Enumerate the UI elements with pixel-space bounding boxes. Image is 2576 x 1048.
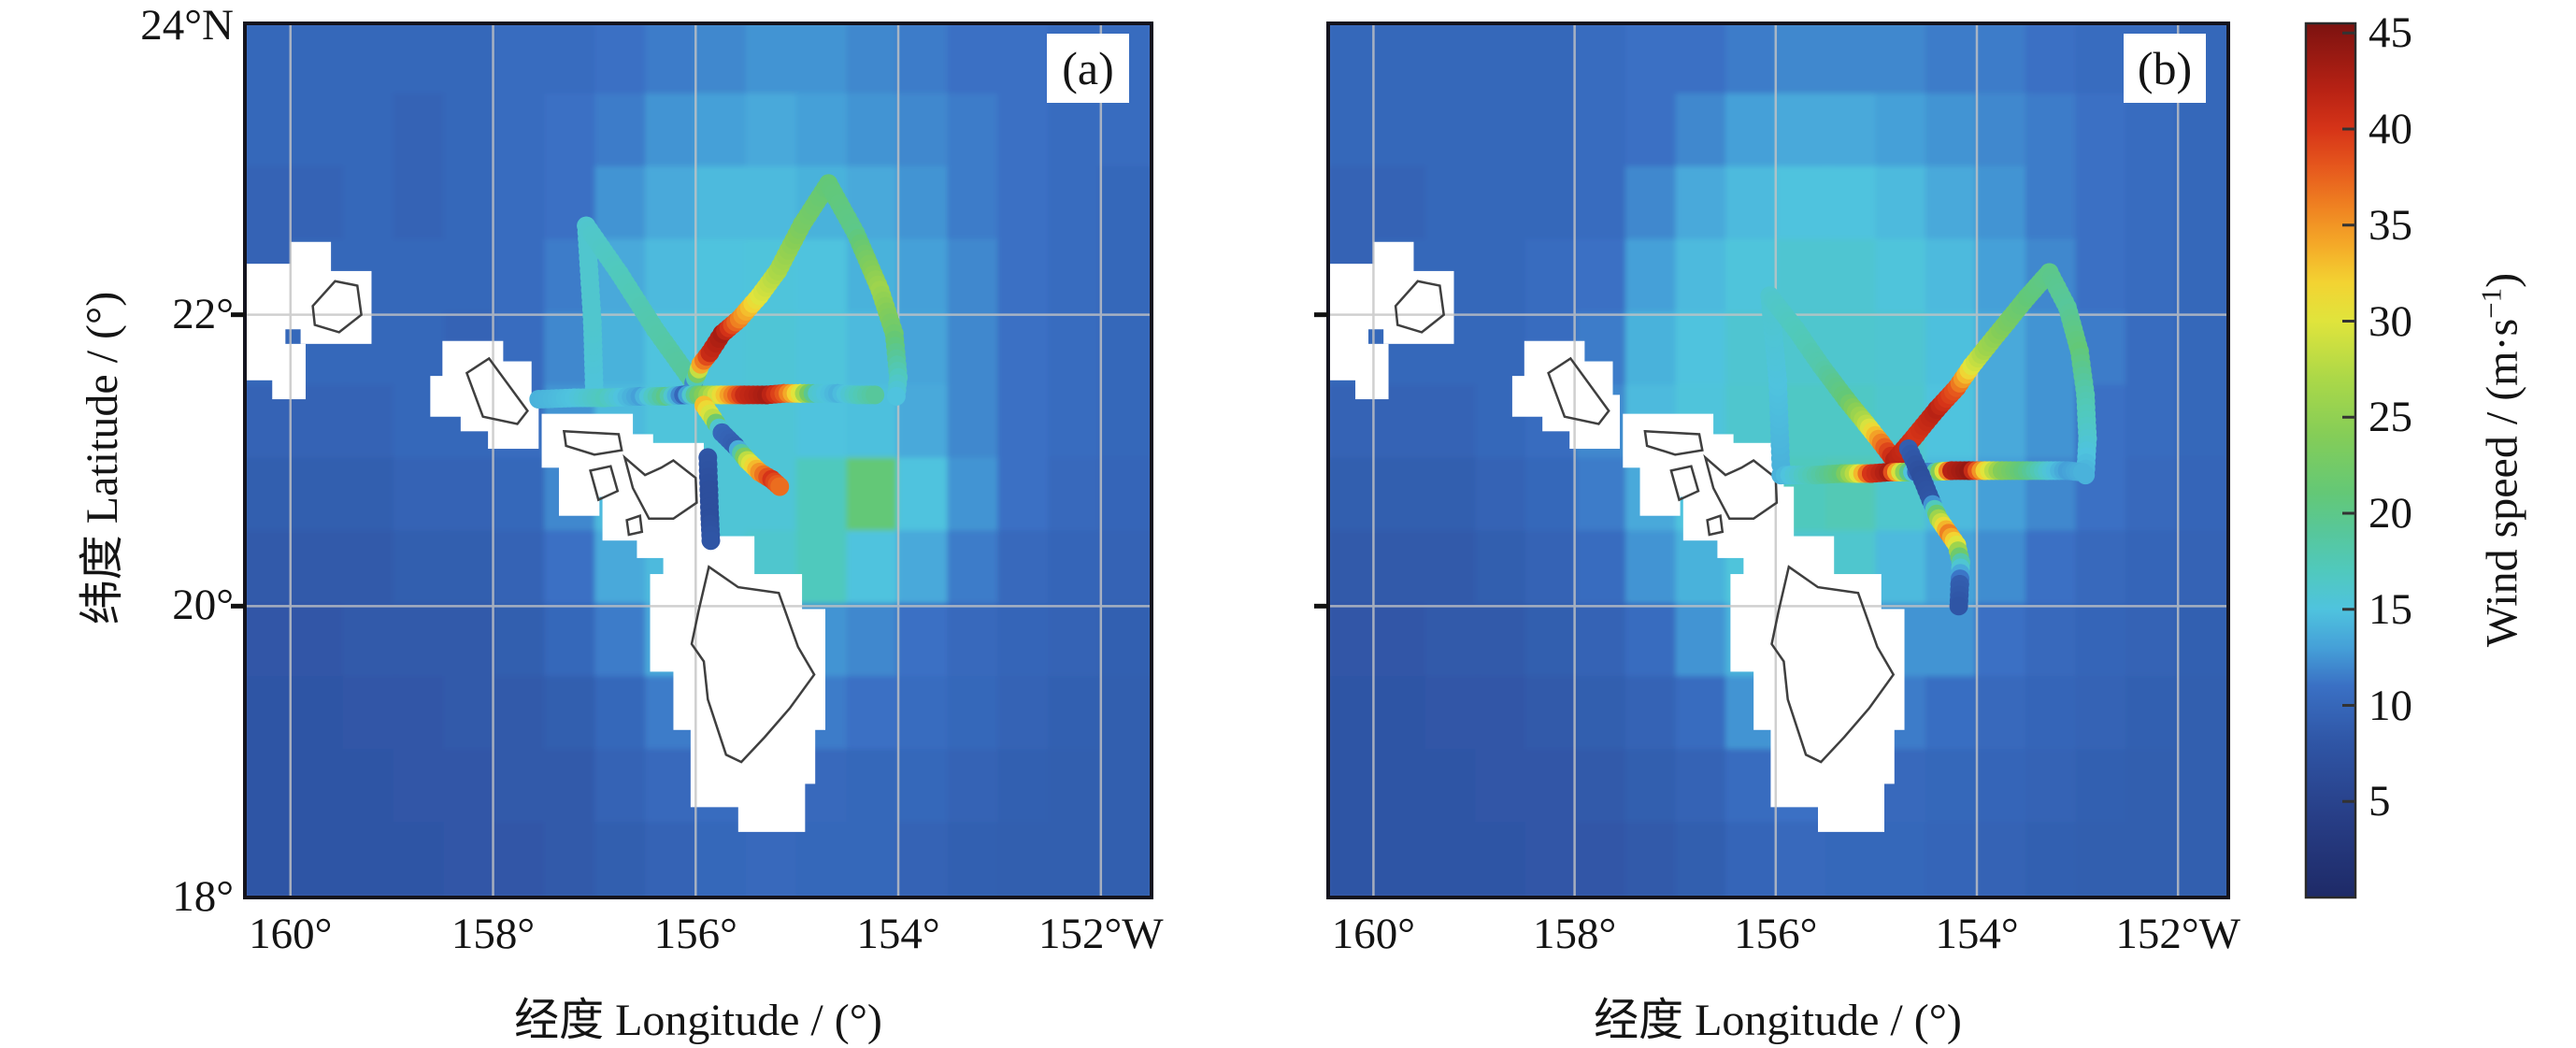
x-tick-label: 158°	[451, 910, 536, 958]
island-outline-molokai	[1643, 429, 1704, 456]
island-outline-oahu	[465, 356, 529, 425]
x-tick-label: 156°	[1734, 910, 1818, 958]
island-outline-kahoolawe	[625, 514, 644, 537]
map-panel-(a)	[245, 23, 1152, 897]
land-mask	[1328, 241, 1905, 832]
colorbar-tick-mark	[2342, 31, 2355, 35]
colorbar-tick-label: 45	[2368, 8, 2412, 58]
x-tick-label: 160°	[249, 910, 333, 958]
x-axis-title-panel-b: 经度 Longitude / (°)	[1594, 996, 1962, 1045]
x-tick-label: 152°W	[2115, 910, 2241, 958]
y-tick-label: 18°	[172, 872, 234, 921]
x-tick-label: 154°	[856, 910, 940, 958]
y-tick-label: 20°	[172, 581, 234, 630]
panel-border	[1326, 22, 2230, 899]
island-outlines	[1394, 280, 1896, 764]
x-tick-label: 156°	[653, 910, 737, 958]
panel-border	[243, 22, 1153, 899]
x-axis-title-panel-a: 经度 Longitude / (°)	[514, 996, 882, 1045]
colorbar-tick-label: 5	[2368, 777, 2391, 826]
colorbar-tick-mark	[2342, 223, 2355, 227]
colorbar-tick-mark	[2342, 415, 2355, 419]
colorbar-tick-mark	[2342, 320, 2355, 323]
colorbar-tick-label: 20	[2368, 489, 2412, 538]
y-axis-tick-mark	[1314, 312, 1328, 318]
colorbar-tick-mark	[2342, 511, 2355, 515]
y-axis-title: 纬度 Latitude / (°)	[78, 291, 127, 625]
y-tick-label: 24°N	[140, 1, 234, 50]
colorbar-tick-mark	[2342, 608, 2355, 611]
island-outline-oahu	[1547, 356, 1610, 425]
colorbar-tick-label: 15	[2368, 584, 2412, 634]
colorbar-tick-mark	[2342, 799, 2355, 803]
island-outline-hawaii	[1770, 565, 1896, 764]
colorbar-tick-label: 40	[2368, 105, 2412, 154]
island-outline-lanai	[589, 465, 620, 502]
island-outline-molokai	[562, 429, 623, 456]
map-panel-(b)	[1328, 23, 2228, 897]
island-outline-lanai	[1669, 465, 1700, 502]
graticule	[245, 23, 1152, 897]
flight-tracks	[529, 174, 909, 551]
flight-tracks	[1760, 263, 2097, 616]
colorbar-tick-label: 35	[2368, 200, 2412, 250]
island-outline-kahoolawe	[1706, 514, 1724, 537]
y-axis-tick-mark	[1314, 603, 1328, 609]
island-outline-kauai	[311, 280, 363, 334]
colorbar-border	[2304, 22, 2357, 899]
colorbar-tick-label: 25	[2368, 393, 2412, 442]
land-mask	[245, 241, 826, 832]
colorbar-tick-label: 30	[2368, 296, 2412, 346]
island-outline-maui	[623, 453, 698, 521]
colorbar-title-suffix: )	[2477, 272, 2527, 288]
panel-a-label: (a)	[1047, 34, 1129, 103]
colorbar-tick-mark	[2342, 127, 2355, 131]
island-outline-hawaii	[690, 565, 816, 764]
colorbar-tick-mark	[2342, 704, 2355, 708]
y-axis-tick-mark	[231, 603, 245, 609]
wind-field-raster	[245, 23, 1152, 897]
island-outline-maui	[1703, 453, 1779, 521]
y-tick-label: 22°	[172, 289, 234, 338]
x-tick-label: 160°	[1331, 910, 1416, 958]
island-outline-kauai	[1394, 280, 1446, 334]
panel-b-label: (b)	[2124, 34, 2206, 103]
y-axis-tick-mark	[231, 312, 245, 318]
x-tick-label: 154°	[1935, 910, 2019, 958]
x-tick-label: 158°	[1532, 910, 1617, 958]
colorbar	[2306, 23, 2355, 897]
colorbar-tick-label: 10	[2368, 681, 2412, 730]
island-outlines	[311, 280, 816, 764]
x-tick-label: 152°W	[1038, 910, 1164, 958]
